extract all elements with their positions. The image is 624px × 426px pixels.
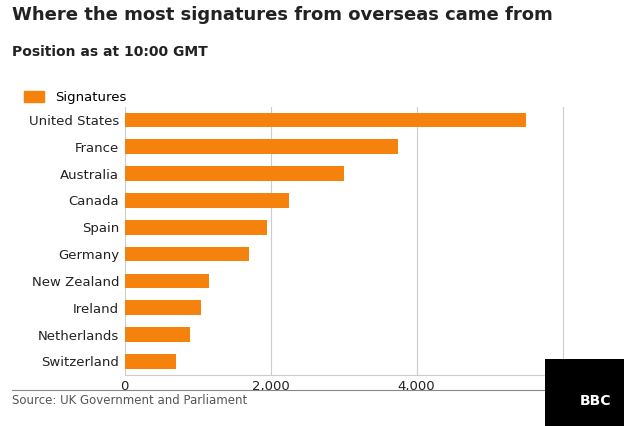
- Legend: Signatures: Signatures: [19, 85, 132, 109]
- Bar: [125, 354, 176, 369]
- Bar: [125, 247, 249, 262]
- Bar: [125, 112, 526, 127]
- Bar: [125, 300, 202, 315]
- Bar: [125, 273, 208, 288]
- Bar: [125, 327, 190, 342]
- Bar: [125, 166, 344, 181]
- Text: BBC: BBC: [580, 394, 612, 408]
- Text: Position as at 10:00 GMT: Position as at 10:00 GMT: [12, 45, 208, 59]
- Bar: [125, 139, 398, 154]
- Bar: [125, 193, 289, 208]
- Bar: [125, 220, 267, 235]
- Text: Where the most signatures from overseas came from: Where the most signatures from overseas …: [12, 6, 553, 24]
- Text: Source: UK Government and Parliament: Source: UK Government and Parliament: [12, 394, 248, 407]
